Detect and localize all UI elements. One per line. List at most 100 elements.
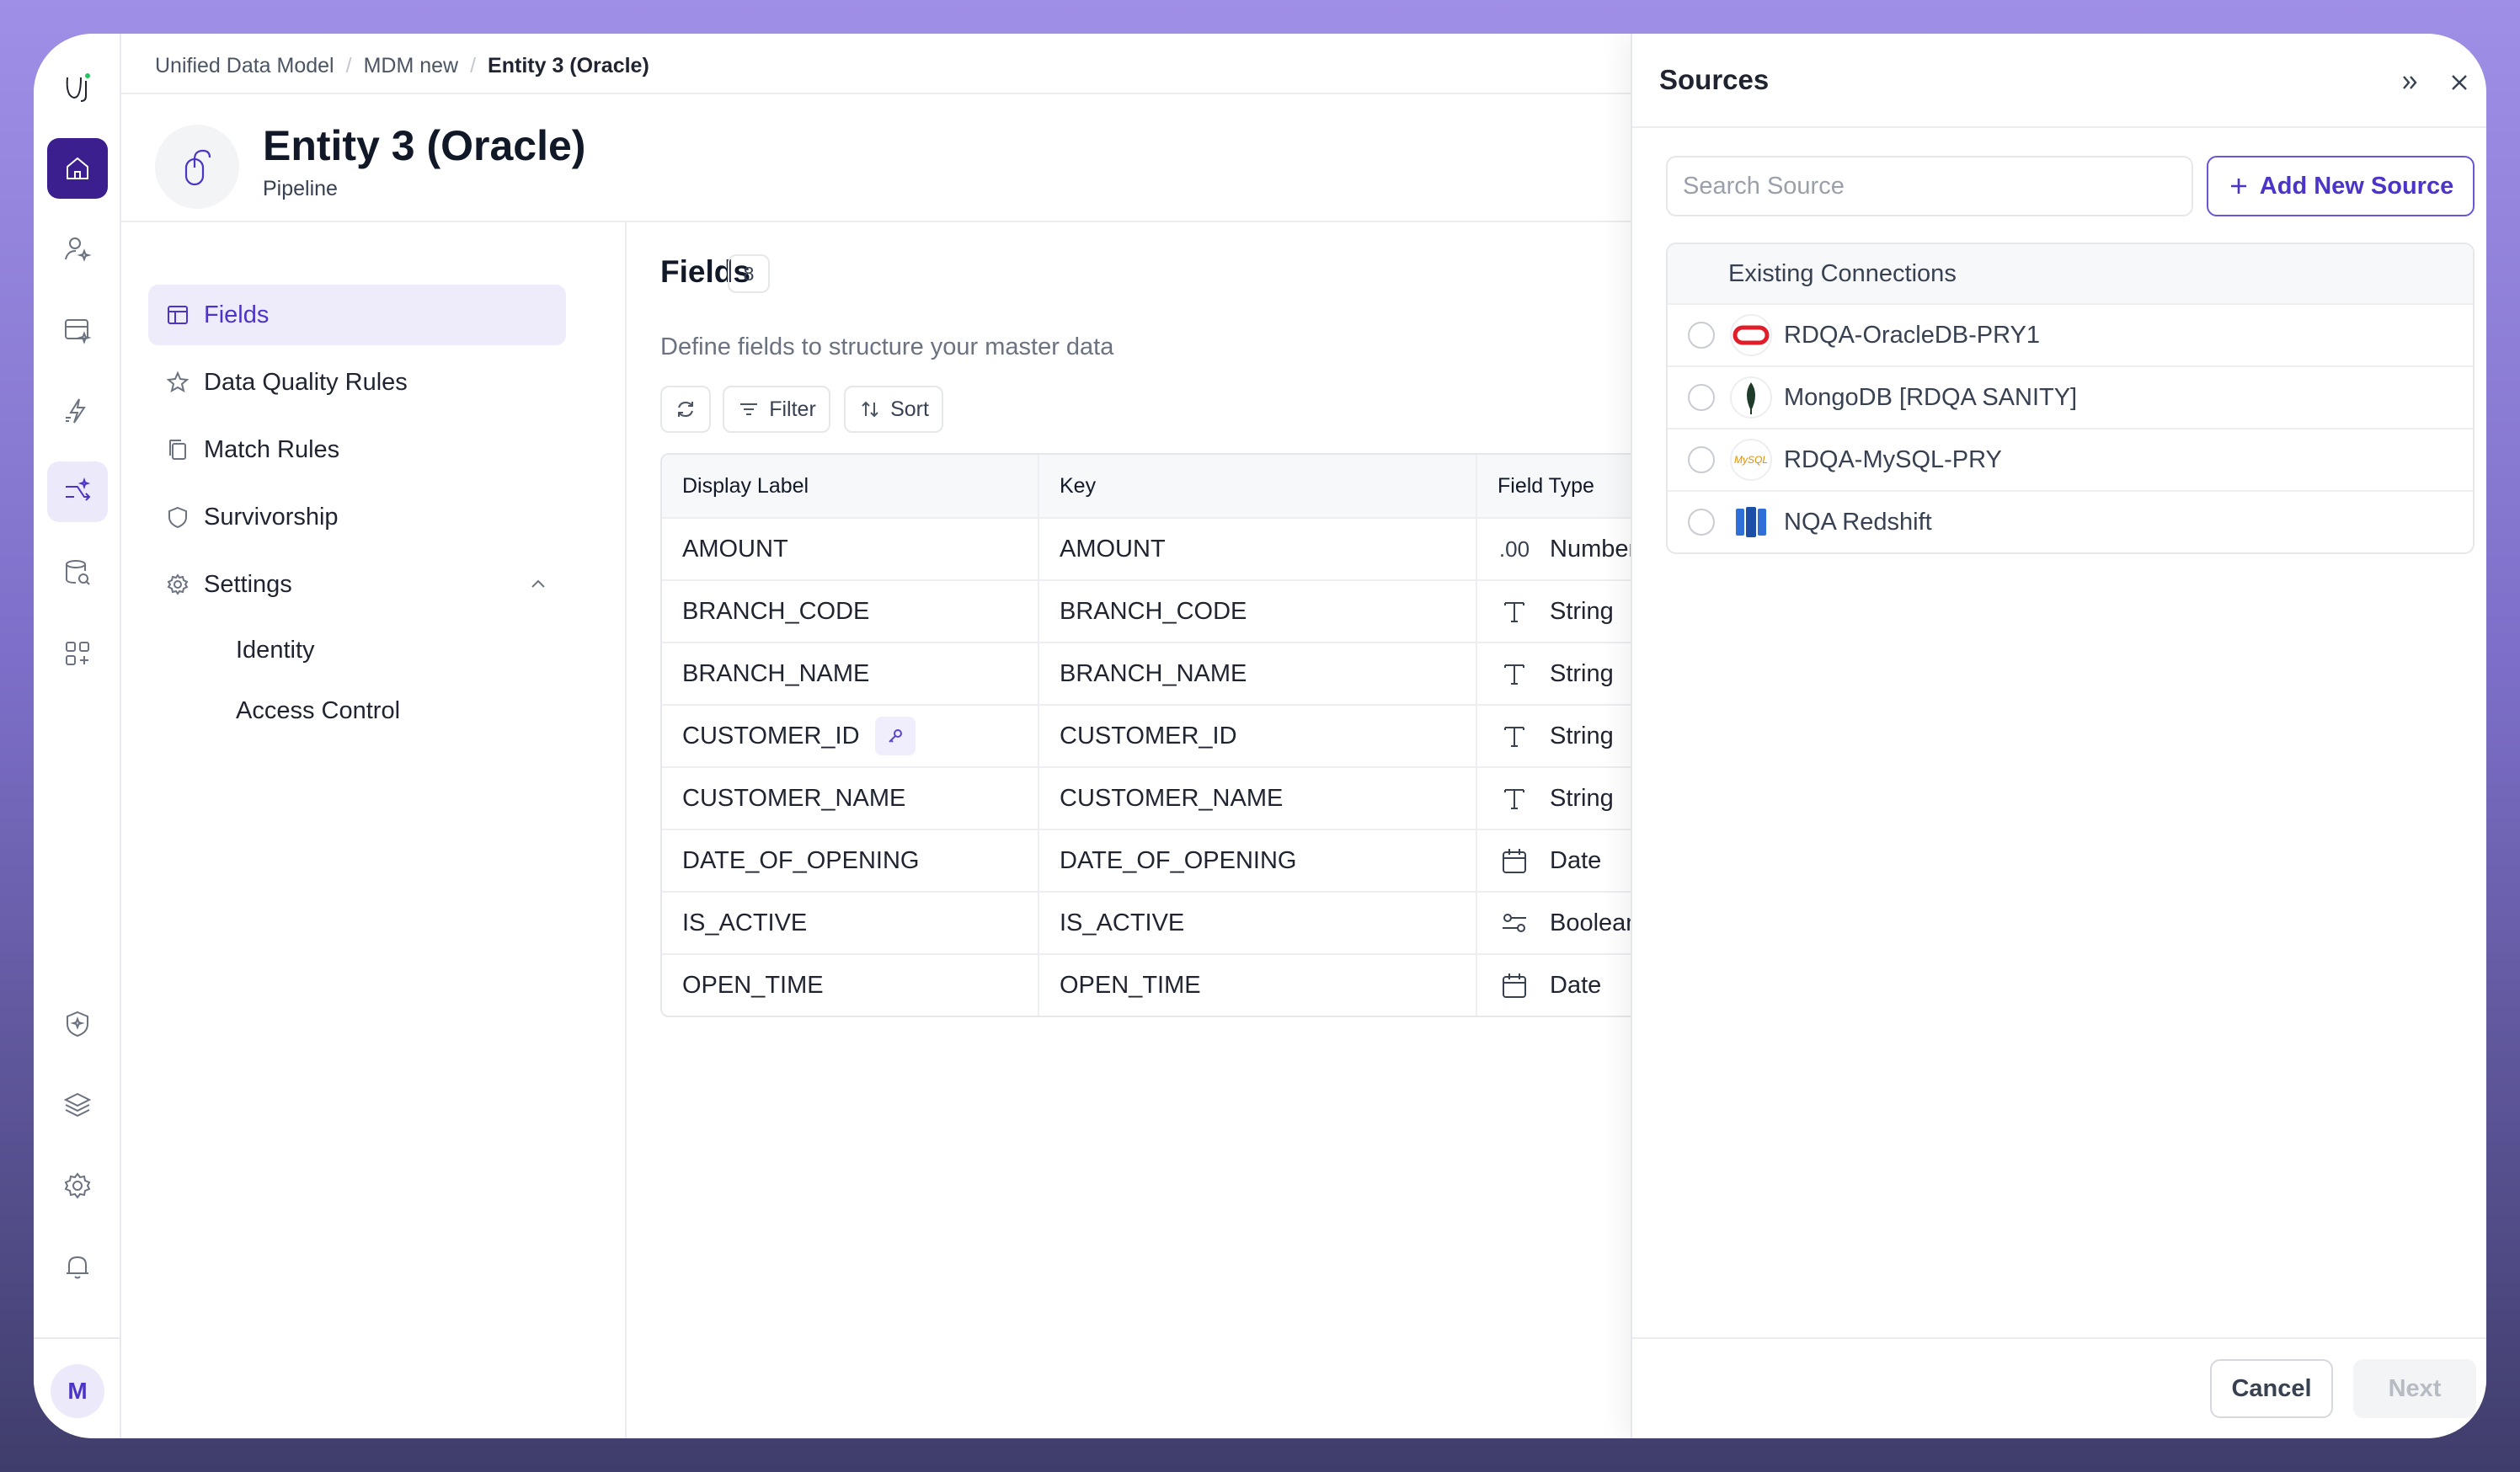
nav-item-label: Data Quality Rules — [204, 368, 408, 396]
sources-panel: Sources Add New Source Existing Connecti… — [1631, 34, 2486, 1438]
add-new-source-button[interactable]: Add New Source — [2207, 156, 2475, 216]
connection-row[interactable]: MongoDB [RDQA SANITY] — [1668, 365, 2473, 428]
calendar-icon — [1498, 968, 1531, 1002]
breadcrumb-item[interactable]: MDM new — [363, 53, 459, 77]
filter-icon — [740, 403, 758, 415]
cell-key: CUSTOMER_NAME — [1039, 768, 1477, 829]
app-logo-icon[interactable] — [47, 57, 108, 118]
sort-icon — [862, 401, 878, 418]
cell-label-text: CUSTOMER_ID — [682, 722, 860, 749]
settings-icon[interactable] — [47, 1155, 108, 1216]
column-header[interactable]: Key — [1039, 455, 1477, 517]
refresh-button[interactable] — [660, 386, 711, 433]
key-icon[interactable] — [874, 717, 916, 755]
next-button[interactable]: Next — [2353, 1359, 2476, 1418]
nav-item-settings[interactable]: Settings — [148, 554, 566, 615]
nav-item-match-rules[interactable]: Match Rules — [148, 419, 566, 480]
cell-label: AMOUNT — [662, 519, 1039, 579]
cancel-button[interactable]: Cancel — [2210, 1359, 2333, 1418]
nav-item-label: Match Rules — [204, 435, 340, 463]
close-button[interactable] — [2441, 64, 2478, 101]
table-row[interactable]: DATE_OF_OPENING DATE_OF_OPENING Date — [662, 829, 1720, 891]
toggle-icon — [1498, 906, 1531, 940]
flash-sparkle-icon[interactable] — [47, 381, 108, 441]
breadcrumb-current: Entity 3 (Oracle) — [488, 53, 649, 77]
nav-item-label: Survivorship — [204, 503, 339, 531]
shield-icon — [168, 506, 187, 529]
table-row[interactable]: BRANCH_NAME BRANCH_NAME String — [662, 642, 1720, 704]
page-title: Entity 3 (Oracle) — [263, 122, 586, 169]
database-search-icon[interactable] — [47, 542, 108, 603]
close-icon — [2452, 75, 2467, 90]
radio-button[interactable] — [1688, 446, 1715, 473]
connection-row[interactable]: RDQA-OracleDB-PRY1 — [1668, 303, 2473, 365]
cell-key: CUSTOMER_ID — [1039, 706, 1477, 766]
layers-icon[interactable] — [47, 1075, 108, 1135]
column-header[interactable]: Field Type — [1498, 473, 1594, 498]
breadcrumb-separator: / — [470, 53, 477, 77]
table-row[interactable]: IS_ACTIVE IS_ACTIVE Boolean — [662, 891, 1720, 953]
table-icon — [168, 306, 188, 324]
mouse-icon — [155, 125, 239, 209]
nav-item-fields[interactable]: Fields — [148, 285, 566, 345]
column-header[interactable]: Display Label — [662, 455, 1039, 517]
home-icon[interactable] — [47, 138, 108, 199]
radio-button[interactable] — [1688, 384, 1715, 411]
search-source-input[interactable] — [1666, 156, 2193, 216]
field-count-badge: 8 — [728, 254, 770, 293]
bell-icon[interactable] — [47, 1236, 108, 1297]
radio-button[interactable] — [1688, 509, 1715, 536]
connection-row[interactable]: NQA Redshift — [1668, 490, 2473, 552]
type-label: String — [1550, 597, 1614, 625]
cell-label: BRANCH_CODE — [662, 581, 1039, 642]
redshift-logo-icon — [1730, 501, 1772, 543]
connection-name: MongoDB [RDQA SANITY] — [1784, 383, 2078, 411]
text-icon — [1498, 781, 1531, 815]
sort-button[interactable]: Sort — [844, 386, 943, 433]
breadcrumb-item[interactable]: Unified Data Model — [155, 53, 334, 77]
nav-subitem-identity[interactable]: Identity — [236, 637, 315, 664]
table-row[interactable]: CUSTOMER_NAME CUSTOMER_NAME String — [662, 766, 1720, 829]
breadcrumb-separator: / — [345, 53, 352, 77]
cell-label: CUSTOMER_NAME — [662, 768, 1039, 829]
type-label: Date — [1550, 971, 1602, 999]
filter-button[interactable]: Filter — [723, 386, 830, 433]
connection-row[interactable]: MySQL RDQA-MySQL-PRY — [1668, 428, 2473, 490]
cell-type: String — [1477, 706, 1720, 766]
divider — [121, 93, 2486, 94]
rail-divider — [34, 1337, 120, 1339]
text-icon — [1498, 719, 1531, 753]
data-sparkle-icon[interactable] — [47, 300, 108, 360]
table-row[interactable]: BRANCH_CODE BRANCH_CODE String — [662, 579, 1720, 642]
divider — [1632, 126, 2486, 128]
list-header: Existing Connections — [1668, 244, 2473, 303]
pipeline-sparkle-icon[interactable] — [47, 461, 108, 522]
table-row[interactable]: OPEN_TIME OPEN_TIME Date — [662, 953, 1720, 1016]
add-new-source-label: Add New Source — [2259, 172, 2454, 200]
avatar[interactable]: M — [51, 1364, 104, 1418]
cell-label: IS_ACTIVE — [662, 893, 1039, 953]
table-row[interactable]: CUSTOMER_ID CUSTOMER_ID String — [662, 704, 1720, 766]
gear-icon — [167, 573, 189, 595]
collapse-panel-button[interactable] — [2392, 64, 2429, 101]
nav-item-survivorship[interactable]: Survivorship — [148, 487, 566, 547]
nav-item-data-quality-rules[interactable]: Data Quality Rules — [148, 352, 566, 413]
cell-label: OPEN_TIME — [662, 955, 1039, 1016]
cell-key: BRANCH_NAME — [1039, 643, 1477, 704]
radio-button[interactable] — [1688, 322, 1715, 349]
nav-item-label: Settings — [204, 570, 292, 598]
number-icon: .00 — [1498, 536, 1530, 562]
panel-title: Sources — [1659, 64, 1770, 95]
chevrons-right-icon — [2403, 76, 2417, 89]
chevron-up-icon[interactable] — [527, 573, 549, 595]
cell-type: Boolean — [1477, 893, 1720, 953]
connections-list: Existing Connections RDQA-OracleDB-PRY1 … — [1666, 243, 2475, 554]
icon-rail: M — [34, 34, 121, 1438]
panel-footer-divider — [1632, 1337, 2486, 1339]
cell-key: DATE_OF_OPENING — [1039, 830, 1477, 891]
shield-sparkle-icon[interactable] — [47, 994, 108, 1054]
nav-subitem-access-control[interactable]: Access Control — [236, 697, 401, 724]
user-star-icon[interactable] — [47, 219, 108, 280]
apps-add-icon[interactable] — [47, 623, 108, 684]
table-row[interactable]: AMOUNT AMOUNT .00 Number — [662, 517, 1720, 579]
